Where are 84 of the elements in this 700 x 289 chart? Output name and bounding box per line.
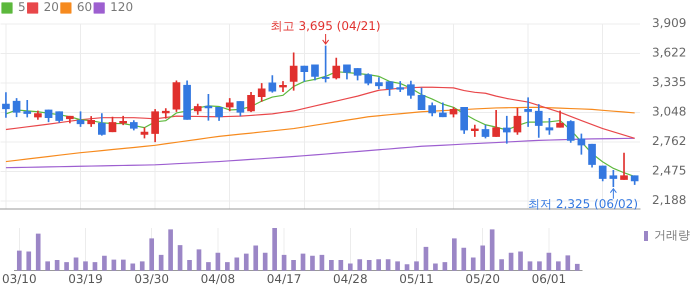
annotation: 최고 3,695 (04/21) — [270, 19, 381, 34]
bar — [490, 229, 494, 271]
bar — [537, 261, 542, 271]
bar — [366, 260, 372, 271]
bar — [140, 261, 145, 271]
bar — [92, 262, 98, 271]
bar — [272, 228, 277, 271]
bar — [470, 257, 476, 271]
bar — [376, 259, 381, 271]
x-tick-label: 03/30 — [134, 272, 169, 286]
bar — [546, 252, 552, 271]
bar — [300, 254, 306, 271]
bar — [244, 254, 249, 271]
bar — [338, 260, 344, 271]
legend-label: 20 — [44, 0, 59, 14]
x-tick-label: 04/17 — [266, 272, 302, 286]
bar — [320, 254, 324, 271]
bar — [45, 261, 50, 271]
bar — [36, 234, 41, 271]
y-tick-label: 2,762 — [652, 134, 686, 148]
bar — [574, 264, 580, 271]
bar — [253, 246, 258, 271]
bar — [158, 254, 164, 271]
bar — [196, 249, 202, 271]
bar — [83, 261, 88, 271]
legend-label: 거래량 — [654, 228, 690, 242]
y-tick-label: 2,475 — [652, 163, 686, 178]
candlestick — [140, 127, 148, 138]
bar — [442, 262, 448, 271]
x-tick-label: 04/28 — [333, 272, 368, 286]
annotation: 최저 2,325 (06/02) — [528, 196, 638, 211]
bar — [386, 259, 390, 271]
bar — [357, 259, 362, 271]
bar — [452, 238, 457, 271]
x-tick-label: 05/20 — [465, 272, 500, 286]
bar — [178, 245, 182, 271]
bar — [291, 260, 296, 271]
bar — [310, 256, 315, 271]
y-tick-label: 3,335 — [652, 75, 686, 90]
bar — [26, 252, 32, 271]
bar — [404, 264, 410, 271]
x-tick-label: 03/10 — [2, 272, 37, 286]
bar — [216, 252, 220, 271]
x-tick-label: 06/01 — [532, 272, 566, 286]
bar — [348, 263, 353, 271]
x-tick-label: 04/08 — [200, 272, 236, 286]
bar — [424, 246, 428, 271]
bar — [120, 260, 126, 271]
bar — [329, 260, 334, 271]
y-tick-label: 3,622 — [652, 46, 686, 60]
legend-label: 120 — [110, 0, 134, 14]
bar — [508, 252, 514, 271]
bar — [54, 260, 60, 271]
bar — [433, 263, 438, 271]
x-tick-label: 03/19 — [68, 272, 103, 286]
bar — [16, 250, 22, 271]
bar — [130, 263, 136, 271]
bar — [112, 260, 116, 271]
legend-label: 60 — [76, 0, 92, 14]
bar — [461, 248, 466, 271]
bar — [528, 261, 532, 271]
bar — [556, 261, 561, 271]
bar — [480, 246, 486, 271]
bar — [565, 255, 570, 271]
legend-label: 5 — [18, 0, 26, 14]
bar — [168, 229, 173, 271]
bar — [414, 261, 419, 271]
bar — [395, 261, 400, 271]
bar — [206, 262, 211, 271]
bar — [187, 260, 192, 271]
y-tick-label: 3,909 — [652, 16, 686, 30]
x-tick-label: 05/11 — [399, 272, 434, 286]
bar — [282, 254, 286, 271]
y-tick-label: 2,188 — [652, 192, 686, 207]
bar — [149, 238, 154, 271]
bar — [262, 252, 268, 271]
bar — [74, 257, 78, 271]
bar — [499, 259, 504, 271]
bar — [64, 262, 69, 271]
bar — [234, 257, 240, 271]
bar — [225, 262, 230, 271]
bar — [518, 252, 523, 271]
bar — [102, 256, 107, 271]
y-tick-label: 3,048 — [652, 104, 686, 119]
